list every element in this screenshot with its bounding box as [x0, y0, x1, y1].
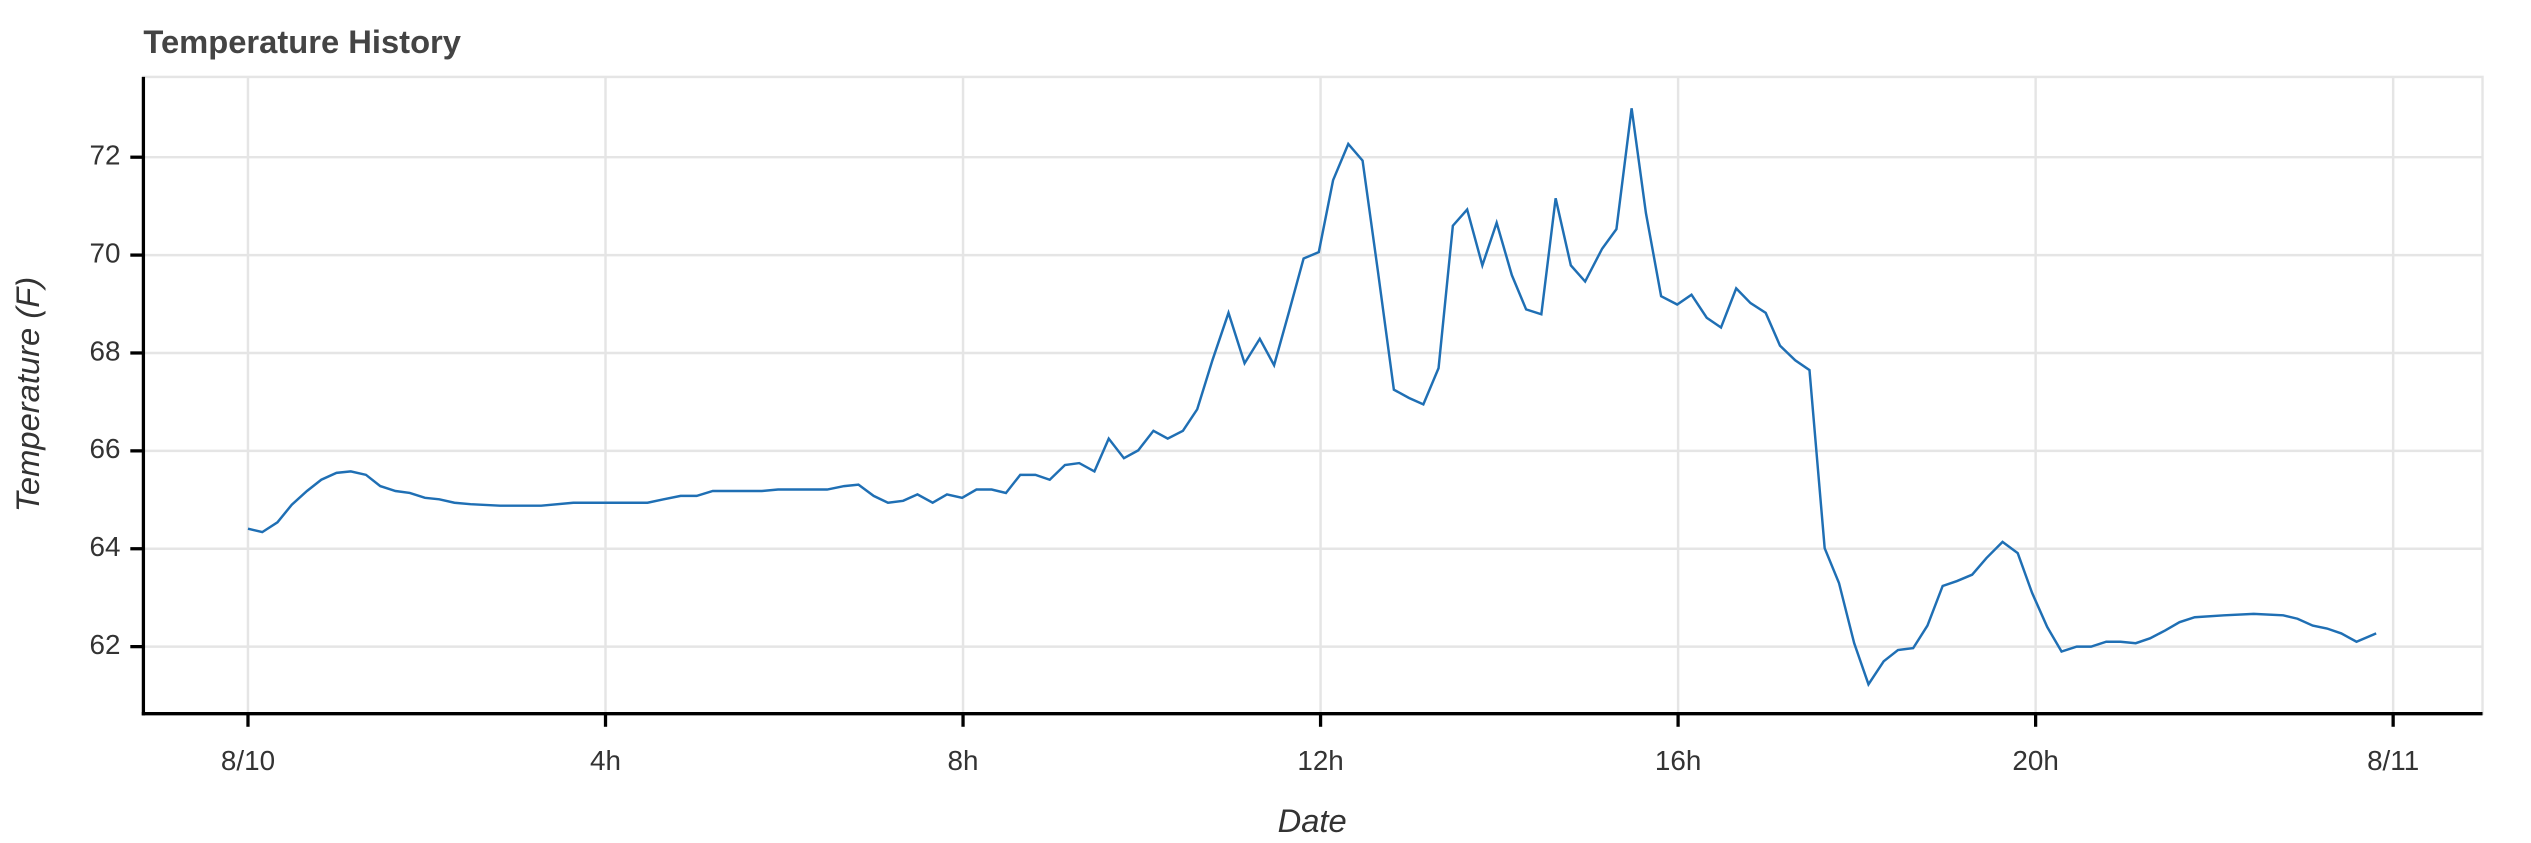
data-line — [247, 108, 2377, 688]
x-tick-label: 12h — [1297, 745, 1343, 776]
x-tick-label: 8/11 — [2367, 745, 2419, 776]
plot-frame — [142, 75, 2484, 715]
y-tick-label: 66 — [90, 433, 121, 464]
y-tick-label: 68 — [90, 335, 121, 366]
y-axis-label: Temperature (F) — [9, 277, 46, 512]
y-tick-label: 62 — [90, 629, 121, 660]
x-tick-label: 16h — [1655, 745, 1701, 776]
y-tick-label: 72 — [90, 140, 121, 171]
x-tick-label: 4h — [590, 745, 621, 776]
x-tick-label: 8h — [948, 745, 979, 776]
x-axis-label: Date — [1278, 802, 1347, 839]
x-tick-label: 8/10 — [221, 745, 275, 776]
x-tick-label: 20h — [2012, 745, 2058, 776]
y-tick-label: 64 — [90, 531, 121, 562]
chart-title: Temperature History — [143, 23, 461, 60]
y-tick-label: 70 — [90, 237, 121, 268]
